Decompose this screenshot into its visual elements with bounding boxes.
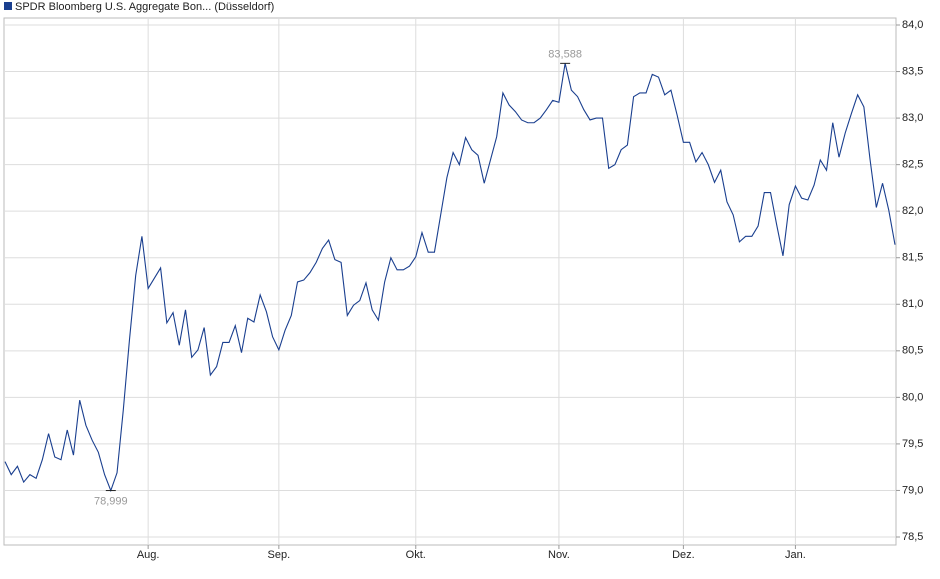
x-tick-label: Nov. — [548, 549, 570, 561]
x-tick-label: Dez. — [672, 549, 695, 561]
y-tick-label: 80,5 — [902, 345, 923, 357]
y-tick-label: 79,0 — [902, 484, 923, 496]
x-tick-label: Sep. — [268, 549, 291, 561]
x-tick-label: Okt. — [406, 549, 426, 561]
y-tick-label: 84,0 — [902, 19, 923, 31]
y-tick-label: 81,5 — [902, 252, 923, 264]
y-tick-label: 82,0 — [902, 205, 923, 217]
y-tick-label: 83,5 — [902, 65, 923, 77]
legend-label: SPDR Bloomberg U.S. Aggregate Bon... (Dü… — [15, 1, 274, 13]
x-tick-label: Jan. — [785, 549, 806, 561]
y-tick-label: 78,5 — [902, 531, 923, 543]
y-tick-label: 80,0 — [902, 391, 923, 403]
plot-frame — [3, 17, 897, 546]
line — [4, 63, 896, 493]
legend-swatch — [4, 2, 12, 10]
y-tick-label: 82,5 — [902, 159, 923, 171]
y-tick-label: 83,0 — [902, 112, 923, 124]
y-tick-label: 81,0 — [902, 298, 923, 310]
annotation: 78,999 — [94, 495, 128, 507]
x-tick-label: Aug. — [137, 549, 160, 561]
annotation: 83,588 — [548, 48, 582, 60]
y-tick-label: 79,5 — [902, 438, 923, 450]
